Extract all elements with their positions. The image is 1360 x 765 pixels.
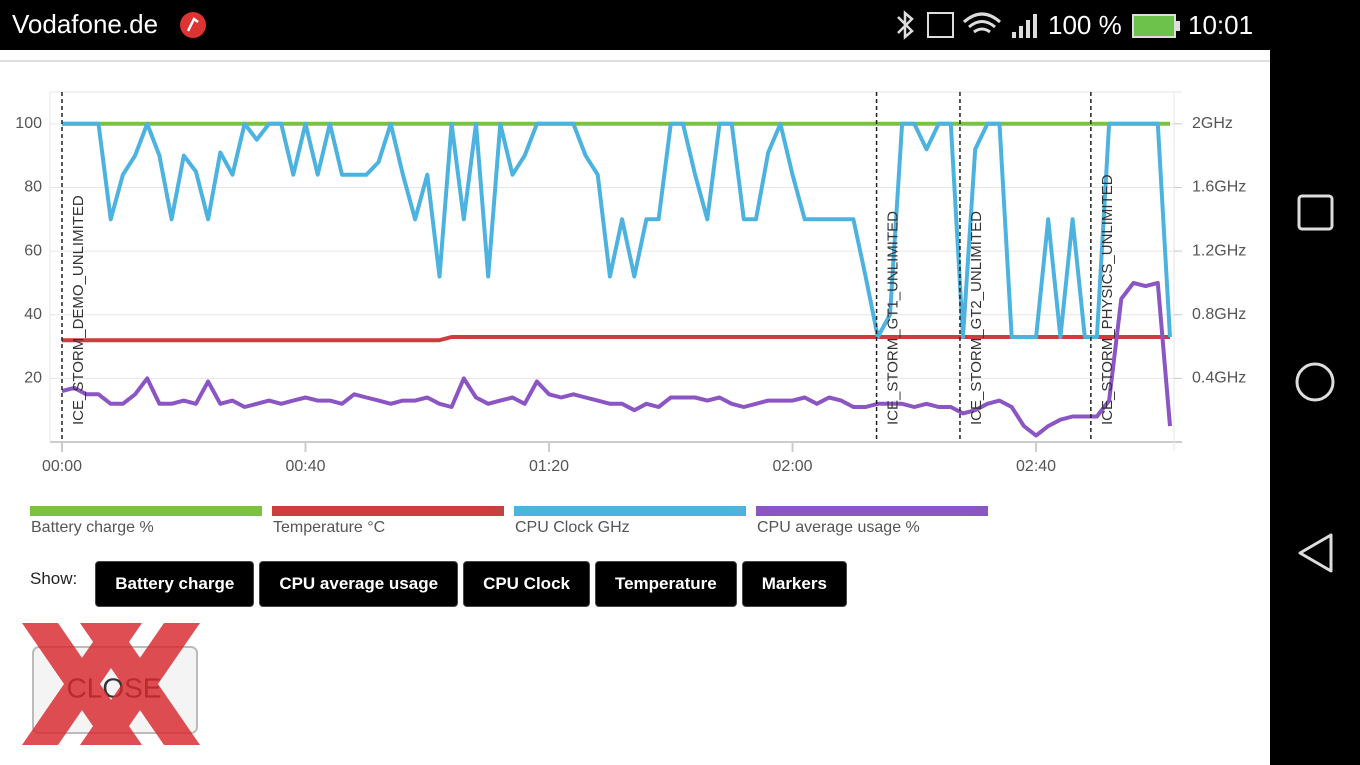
marker-label: ICE_STORM_GT1_UNLIMITED: [885, 211, 902, 425]
nav-bar: [1270, 50, 1360, 765]
legend-swatch: [30, 506, 262, 516]
signal-icon: [1012, 14, 1037, 38]
y2-tick-label: 1.2GHz: [1192, 242, 1246, 259]
legend-label: CPU average usage %: [757, 519, 920, 536]
legend-label: Temperature °C: [273, 519, 385, 536]
series-line: [62, 121, 1172, 339]
y-tick-label: 20: [24, 370, 42, 387]
marker-label: ICE_STORM_DEMO_UNLIMITED: [70, 195, 87, 425]
x-tick-label: 02:40: [1016, 458, 1056, 475]
y2-tick-label: 0.4GHz: [1192, 370, 1246, 387]
legend-label: Battery charge %: [31, 519, 154, 536]
marker-label: ICE_STORM_GT2_UNLIMITED: [968, 211, 985, 425]
battery-tip: [1176, 21, 1180, 31]
carrier: Vodafone.de: [12, 9, 158, 39]
x-tick-label: 00:40: [285, 458, 325, 475]
y2-tick-label: 1.6GHz: [1192, 179, 1246, 196]
back-button[interactable]: [1298, 533, 1333, 573]
close-logo: [22, 623, 200, 745]
legend-swatch: [756, 506, 988, 516]
y2-tick-label: 2GHz: [1192, 115, 1233, 132]
battery-icon: [1132, 14, 1176, 38]
legend-label: CPU Clock GHz: [515, 519, 630, 536]
home-button[interactable]: [1295, 362, 1335, 402]
toggle-button[interactable]: Markers: [741, 561, 847, 607]
y2-tick-label: 0.8GHz: [1192, 306, 1246, 323]
y-tick-label: 100: [15, 115, 42, 132]
app-icon-glyph: [186, 17, 199, 32]
toggle-button[interactable]: Temperature: [594, 561, 737, 607]
legend-swatch: [272, 506, 504, 516]
legend-swatch: [514, 506, 746, 516]
controls: Show: Battery charge CPU average usage C…: [30, 561, 847, 607]
clock: 10:01: [1188, 10, 1253, 40]
chart: 20 40 60 80 100 0.4GHz 0.8GHz 1.2GHz 1.6GHz 2GHz 0…: [15, 91, 1246, 536]
marker-label: ICE_STORM_PHYSICS_UNLIMITED: [1099, 174, 1116, 425]
wifi-icon: [963, 12, 1001, 34]
y-tick-label: 80: [24, 179, 42, 196]
y-tick-label: 60: [24, 242, 42, 259]
recents-button[interactable]: [1297, 194, 1334, 231]
toggle-button[interactable]: CPU average usage: [259, 561, 459, 607]
bluetooth-icon: [897, 10, 914, 40]
app-icon: [180, 12, 206, 38]
battery-percent: 100 %: [1048, 10, 1122, 40]
toggle-button[interactable]: Battery charge: [95, 561, 255, 607]
x-tick-label: 00:00: [42, 458, 82, 475]
series-line: [62, 335, 1170, 343]
toggle-button[interactable]: CPU Clock: [463, 561, 590, 607]
x-tick-label: 02:00: [773, 458, 813, 475]
series-line: [61, 280, 1172, 438]
x-tick-label: 01:20: [529, 458, 569, 475]
show-label: Show:: [30, 569, 78, 588]
nfc-icon: [927, 12, 954, 38]
y-tick-label: 40: [24, 306, 42, 323]
